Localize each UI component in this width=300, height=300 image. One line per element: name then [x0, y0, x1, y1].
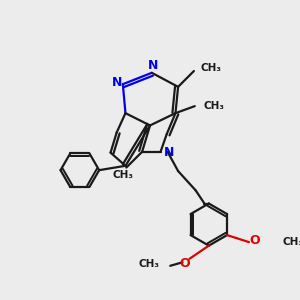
Text: CH₃: CH₃ — [139, 259, 160, 269]
Text: N: N — [112, 76, 122, 89]
Text: CH₃: CH₃ — [201, 62, 222, 73]
Text: O: O — [180, 257, 190, 270]
Text: CH₃: CH₃ — [282, 237, 300, 247]
Text: N: N — [164, 146, 175, 159]
Text: N: N — [148, 59, 159, 72]
Text: CH₃: CH₃ — [112, 169, 133, 180]
Text: O: O — [250, 234, 260, 247]
Text: CH₃: CH₃ — [203, 101, 224, 111]
